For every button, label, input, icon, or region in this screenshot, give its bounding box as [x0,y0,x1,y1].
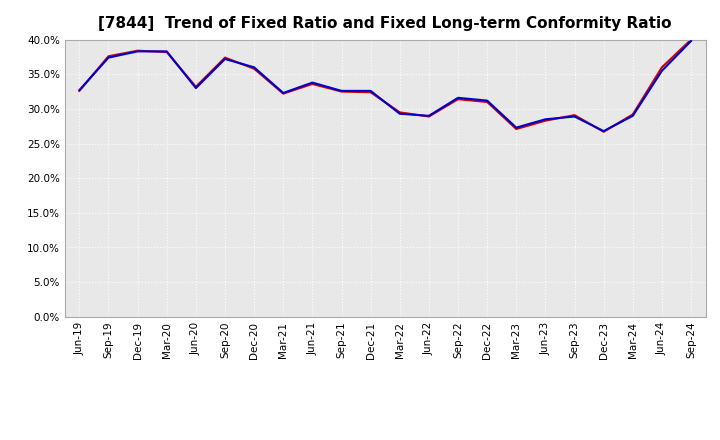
Fixed Long-term Conformity Ratio [570,113,579,118]
Fixed Long-term Conformity Ratio [250,66,258,71]
Fixed Ratio [337,88,346,94]
Fixed Long-term Conformity Ratio [541,118,550,123]
Fixed Ratio [425,113,433,118]
Fixed Long-term Conformity Ratio [629,112,637,117]
Fixed Ratio [366,88,375,94]
Fixed Ratio [104,55,113,60]
Title: [7844]  Trend of Fixed Ratio and Fixed Long-term Conformity Ratio: [7844] Trend of Fixed Ratio and Fixed Lo… [99,16,672,32]
Fixed Ratio [483,98,492,103]
Fixed Ratio [599,128,608,134]
Fixed Long-term Conformity Ratio [75,88,84,94]
Fixed Ratio [250,65,258,70]
Fixed Ratio [75,88,84,93]
Fixed Long-term Conformity Ratio [599,129,608,134]
Fixed Long-term Conformity Ratio [483,99,492,105]
Fixed Long-term Conformity Ratio [308,81,317,87]
Fixed Ratio [541,117,550,122]
Fixed Ratio [657,68,666,73]
Fixed Long-term Conformity Ratio [133,48,142,53]
Fixed Ratio [163,49,171,54]
Fixed Ratio [192,85,200,91]
Fixed Long-term Conformity Ratio [425,114,433,119]
Fixed Long-term Conformity Ratio [512,126,521,132]
Fixed Long-term Conformity Ratio [337,89,346,94]
Fixed Long-term Conformity Ratio [220,55,229,60]
Fixed Long-term Conformity Ratio [687,37,696,42]
Fixed Ratio [570,114,579,119]
Fixed Ratio [395,111,404,117]
Fixed Long-term Conformity Ratio [104,54,113,59]
Fixed Long-term Conformity Ratio [366,90,375,95]
Fixed Ratio [133,49,142,54]
Fixed Long-term Conformity Ratio [279,91,287,96]
Legend: Fixed Ratio, Fixed Long-term Conformity Ratio: Fixed Ratio, Fixed Long-term Conformity … [201,439,570,440]
Fixed Ratio [512,125,521,130]
Fixed Long-term Conformity Ratio [163,49,171,55]
Line: Fixed Ratio: Fixed Ratio [79,41,691,131]
Fixed Ratio [454,95,462,100]
Fixed Ratio [279,90,287,95]
Fixed Long-term Conformity Ratio [395,110,404,115]
Fixed Ratio [220,56,229,62]
Fixed Long-term Conformity Ratio [192,84,200,89]
Fixed Ratio [308,80,317,85]
Fixed Ratio [687,38,696,44]
Line: Fixed Long-term Conformity Ratio: Fixed Long-term Conformity Ratio [79,40,691,132]
Fixed Long-term Conformity Ratio [657,65,666,70]
Fixed Ratio [629,113,637,118]
Fixed Long-term Conformity Ratio [454,96,462,102]
